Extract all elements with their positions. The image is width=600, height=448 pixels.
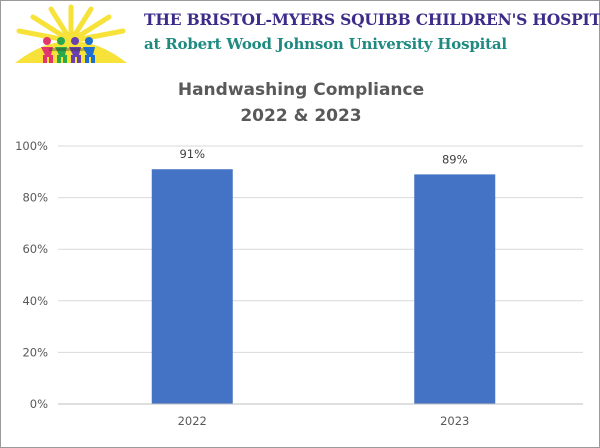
hospital-affiliation: at Robert Wood Johnson University Hospit… [144,35,507,53]
y-tick-label: 80% [22,191,48,205]
data-label: 91% [179,147,205,161]
y-tick-label: 20% [22,345,48,359]
hospital-name: THE BRISTOL-MYERS SQUIBB CHILDREN'S HOSP… [144,10,600,29]
x-tick-label: 2023 [440,414,469,428]
y-tick-label: 60% [22,242,48,256]
x-tick-label: 2022 [178,414,207,428]
hospital-banner: THE BRISTOL-MYERS SQUIBB CHILDREN'S HOSP… [1,1,600,67]
y-tick-label: 40% [22,294,48,308]
y-tick-label: 100% [15,139,48,153]
bar-2023 [414,174,496,404]
y-tick-label: 0% [30,397,48,411]
chart-title-line1: Handwashing Compliance [177,80,425,100]
chart-title-line2: 2022 & 2023 [240,106,362,126]
bar-2022 [151,169,233,404]
sun-with-children-logo-icon [15,4,127,63]
chart-title: Handwashing Compliance 2022 & 2023 [1,77,600,129]
data-label: 89% [442,152,468,166]
